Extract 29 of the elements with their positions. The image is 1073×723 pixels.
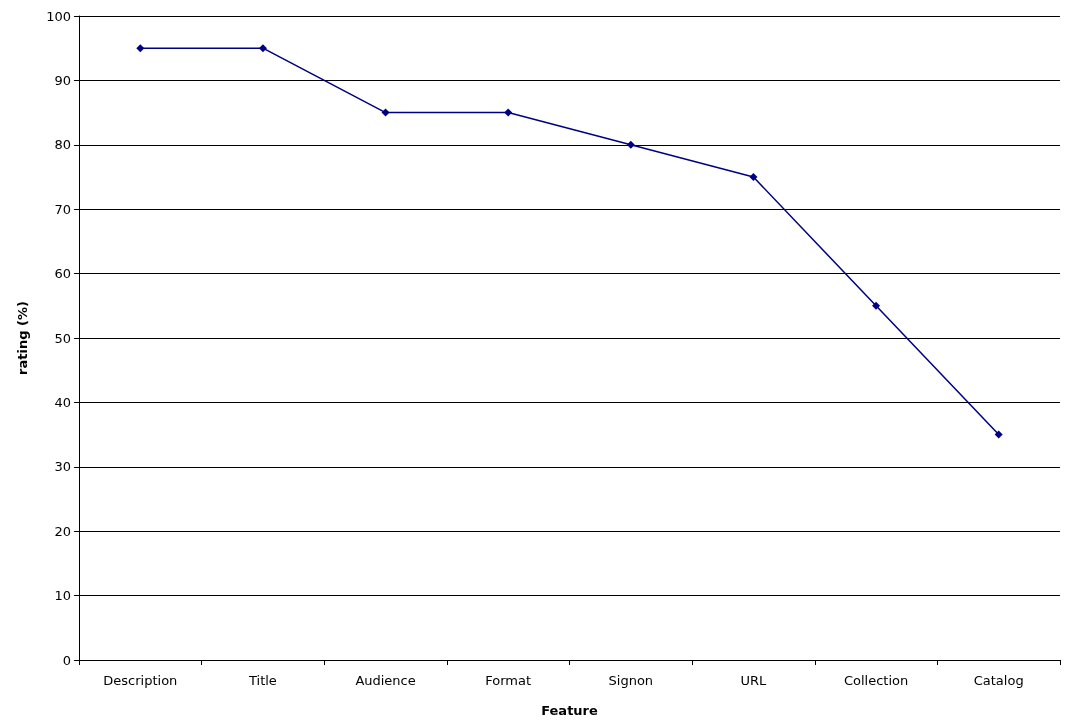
point: [749, 173, 758, 181]
y-tick-label: 90: [54, 72, 71, 88]
x-tick-label: URL: [740, 673, 768, 688]
x-tick-label: Description: [103, 673, 178, 688]
point: [136, 44, 145, 53]
point: [504, 108, 513, 117]
x-tick-label: Signon: [608, 673, 654, 688]
x-tick-label: Audience: [355, 673, 416, 688]
y-tick-label: 80: [54, 137, 71, 153]
x-tick-label: Collection: [843, 673, 909, 688]
point: [994, 430, 1003, 439]
y-tick-label: 40: [54, 394, 71, 410]
point: [381, 108, 390, 117]
x-tick-label: Title: [248, 673, 277, 688]
y-tick-label: 0: [62, 652, 71, 668]
y-tick-label: 100: [46, 8, 71, 24]
y-tick-label: 60: [54, 266, 71, 282]
point: [258, 44, 267, 53]
point: [872, 301, 881, 310]
y-tick-label: 70: [54, 201, 71, 217]
y-axis-title: rating (%): [15, 301, 30, 375]
x-tick-label: Catalog: [973, 673, 1024, 688]
y-tick-label: 50: [54, 330, 71, 346]
point: [626, 140, 635, 149]
y-tick-label: 10: [54, 588, 71, 604]
y-tick-label: 30: [54, 459, 71, 475]
y-tick-label: 20: [54, 523, 71, 539]
x-axis-title: Feature: [541, 703, 598, 718]
x-tick-label: Format: [485, 673, 532, 688]
